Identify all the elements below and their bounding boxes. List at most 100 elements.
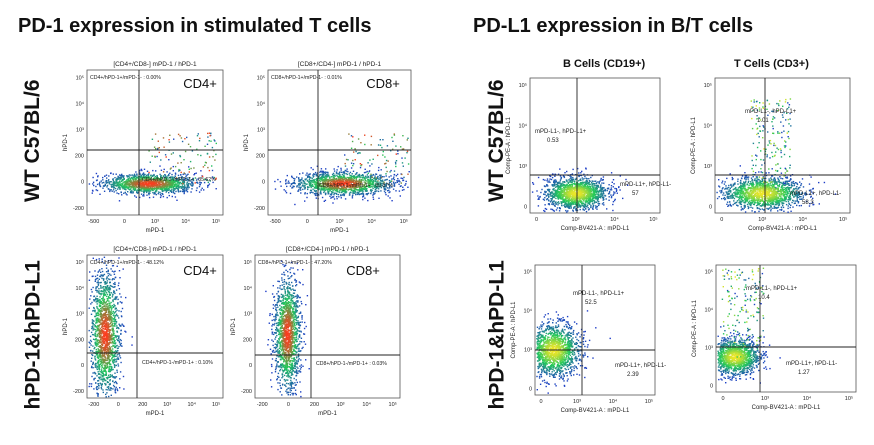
event-dot	[210, 140, 212, 142]
event-dot	[101, 366, 103, 368]
event-dot	[166, 196, 168, 199]
event-dot	[191, 150, 194, 152]
event-dot	[130, 186, 132, 188]
event-dot	[399, 181, 401, 183]
event-dot	[106, 317, 108, 320]
event-dot	[313, 173, 315, 175]
event-dot	[140, 181, 142, 184]
event-dot	[104, 356, 106, 359]
event-dot	[168, 192, 170, 194]
event-dot	[89, 342, 91, 345]
event-dot	[294, 367, 296, 370]
event-dot	[135, 185, 137, 187]
column-label-b-cells: B Cells (CD19+)	[563, 58, 646, 70]
event-dot	[391, 136, 393, 139]
event-dot	[175, 178, 178, 180]
event-dot	[109, 189, 111, 191]
event-dot	[110, 311, 112, 313]
event-dot	[267, 344, 269, 346]
event-dot	[123, 325, 125, 327]
event-dot	[165, 156, 167, 158]
event-dot	[99, 335, 101, 337]
event-dot	[370, 191, 373, 193]
event-dot	[105, 374, 107, 376]
event-dot	[159, 173, 161, 176]
event-dot	[314, 194, 317, 197]
event-dot	[115, 342, 117, 344]
event-dot	[407, 173, 409, 175]
event-dot	[373, 193, 375, 195]
event-dot	[180, 162, 182, 164]
event-dot	[385, 162, 387, 165]
event-dot	[112, 185, 115, 187]
event-dot	[104, 347, 106, 349]
event-dot	[320, 179, 323, 181]
event-dot	[120, 175, 123, 177]
event-dot	[123, 181, 125, 183]
event-dot	[343, 178, 345, 181]
event-dot	[369, 159, 371, 161]
event-dot	[108, 341, 111, 343]
event-dot	[170, 167, 172, 169]
event-dot	[296, 186, 298, 188]
event-dot	[321, 196, 324, 199]
event-dot	[390, 169, 392, 172]
event-dot	[99, 185, 101, 187]
event-dot	[105, 388, 107, 391]
event-dot	[326, 171, 328, 174]
event-dot	[191, 188, 193, 190]
event-dot	[110, 181, 112, 183]
event-dot	[88, 329, 90, 332]
event-dot	[387, 195, 389, 197]
event-dot	[182, 182, 184, 185]
event-dot	[112, 300, 114, 303]
event-dot	[191, 181, 193, 183]
event-dot	[184, 177, 186, 179]
event-dot	[274, 188, 277, 190]
event-dot	[118, 317, 120, 319]
event-dot	[112, 326, 114, 328]
event-dot	[148, 190, 150, 193]
event-dot	[96, 392, 98, 394]
event-dot	[117, 182, 119, 184]
event-dot	[114, 388, 117, 391]
event-dot	[107, 376, 110, 378]
event-dot	[174, 196, 177, 198]
event-dot	[104, 184, 107, 187]
event-dot	[190, 184, 192, 186]
event-dot	[100, 312, 102, 314]
event-dot	[296, 185, 298, 187]
event-dot	[367, 162, 369, 164]
event-dot	[95, 348, 97, 351]
event-dot	[122, 176, 124, 178]
event-dot	[96, 375, 98, 377]
event-dot	[118, 177, 121, 179]
event-dot	[310, 167, 312, 169]
y-tick-label: 0	[262, 180, 265, 186]
event-dot	[373, 184, 375, 187]
event-dot	[106, 305, 108, 308]
event-dot	[156, 148, 159, 150]
event-dot	[133, 174, 136, 177]
event-dot	[142, 184, 145, 186]
event-dot	[109, 307, 111, 309]
event-dot	[91, 291, 93, 293]
event-dot	[158, 188, 160, 190]
event-dot	[96, 342, 98, 345]
event-dot	[187, 143, 190, 145]
event-dot	[195, 189, 198, 192]
event-dot	[134, 187, 137, 189]
event-dot	[184, 184, 186, 186]
event-dot	[379, 178, 381, 180]
event-dot	[91, 275, 93, 278]
event-dot	[97, 299, 100, 302]
event-dot	[102, 348, 104, 350]
event-dot	[106, 319, 109, 321]
event-dot	[126, 194, 128, 196]
event-dot	[111, 186, 113, 188]
event-dot	[100, 370, 103, 372]
event-dot	[109, 348, 112, 351]
event-dot	[97, 371, 99, 373]
event-dot	[104, 384, 107, 386]
event-dot	[110, 350, 112, 352]
